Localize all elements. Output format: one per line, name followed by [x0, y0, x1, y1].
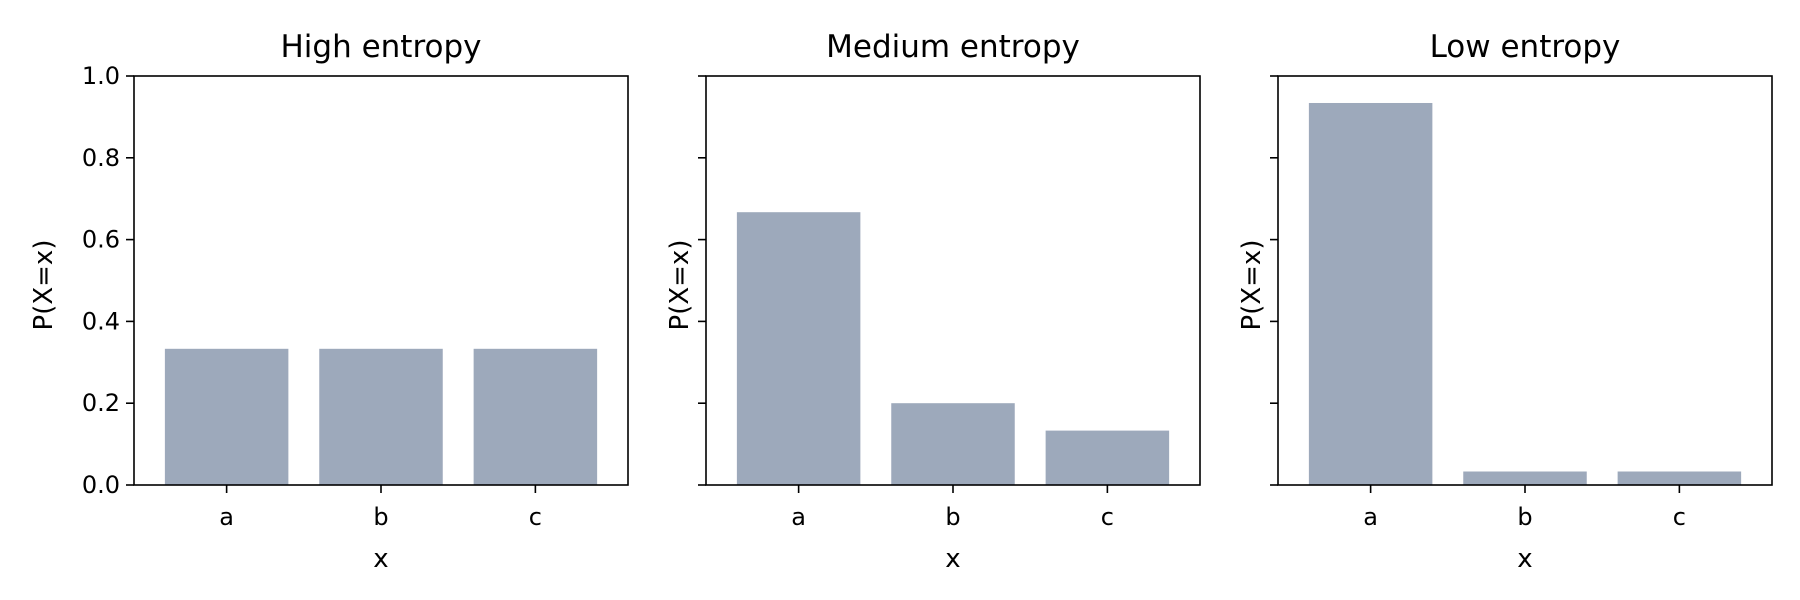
- x-tick-label: a: [219, 503, 234, 531]
- y-tick-label: 0.4: [82, 307, 120, 335]
- chart-panel-medium-entropy: Medium entropy P(X=x) x a b c: [665, 29, 1201, 574]
- y-tick-label: 0.6: [82, 226, 120, 254]
- x-axis-label: x: [373, 544, 388, 574]
- bar-c: [1045, 430, 1170, 485]
- x-tick-label: c: [1673, 503, 1686, 531]
- x-tick-label: c: [1101, 503, 1114, 531]
- plot-frame: [133, 75, 629, 486]
- x-axis-label: x: [945, 544, 960, 574]
- y-tick-group: 0.0 0.2 0.4 0.6 0.8 1.0: [82, 62, 134, 499]
- bar-group: [1308, 102, 1742, 486]
- x-axis-label: x: [1517, 544, 1532, 574]
- plot-frame: [1277, 75, 1773, 486]
- bar-b: [1463, 471, 1587, 485]
- bar-a: [736, 212, 861, 485]
- x-tick-label: b: [373, 503, 388, 531]
- bar-c: [1617, 471, 1742, 485]
- y-axis-label: P(X=x): [29, 240, 59, 331]
- bar-b: [319, 348, 443, 485]
- x-tick-label: b: [1517, 503, 1532, 531]
- y-axis-label: P(X=x): [1237, 240, 1267, 331]
- y-tick-label: 0.2: [82, 389, 120, 417]
- bar-group: [736, 212, 1170, 485]
- x-tick-group: a b c: [219, 485, 542, 531]
- y-tick-label: 0.8: [82, 144, 120, 172]
- x-tick-group: a b c: [1363, 485, 1686, 531]
- bar-a: [164, 348, 289, 485]
- chart-title: Low entropy: [1430, 29, 1621, 65]
- y-tick-group: [1270, 75, 1278, 486]
- y-tick-label: 0.0: [82, 471, 120, 499]
- x-tick-group: a b c: [791, 485, 1114, 531]
- chart-panel-low-entropy: Low entropy P(X=x) x a b c: [1237, 29, 1773, 574]
- bar-group: [164, 348, 598, 485]
- x-tick-label: a: [1363, 503, 1378, 531]
- y-axis-label: P(X=x): [665, 240, 695, 331]
- x-tick-label: b: [945, 503, 960, 531]
- plot-frame: [705, 75, 1201, 486]
- y-tick-group: [698, 75, 706, 486]
- bar-b: [891, 403, 1015, 485]
- y-tick-label: 1.0: [82, 62, 120, 90]
- bar-c: [473, 348, 598, 485]
- x-tick-label: a: [791, 503, 806, 531]
- x-tick-label: c: [529, 503, 542, 531]
- chart-title: High entropy: [280, 29, 481, 65]
- bar-a: [1308, 102, 1433, 486]
- chart-title: Medium entropy: [826, 29, 1080, 65]
